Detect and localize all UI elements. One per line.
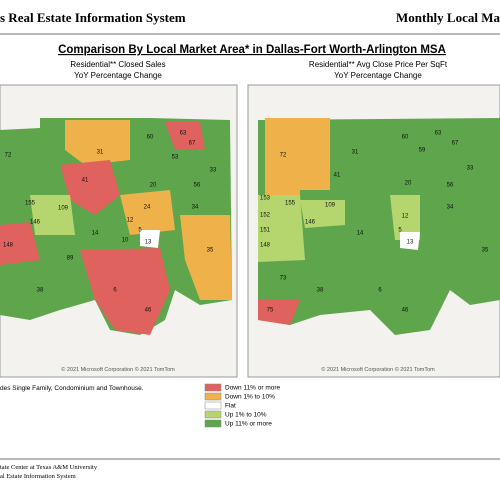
area-label: 12	[127, 218, 134, 224]
region	[65, 120, 130, 165]
area-label: 20	[405, 181, 412, 187]
map-title: Residential** Closed Sales	[70, 60, 165, 69]
area-label: 53	[172, 155, 179, 161]
area-label: 38	[37, 288, 44, 294]
page-title: Comparison By Local Market Area* in Dall…	[58, 44, 446, 56]
region	[80, 248, 170, 335]
area-label: 148	[260, 243, 271, 249]
area-label: 33	[467, 166, 474, 172]
area-label: 13	[145, 240, 152, 246]
legend-label: Down 11% or more	[225, 385, 281, 392]
area-label: 152	[260, 213, 271, 219]
area-label: 60	[402, 135, 409, 141]
region	[165, 122, 205, 150]
region	[300, 200, 345, 228]
region	[0, 118, 232, 335]
area-label: 31	[97, 150, 104, 156]
legend-label: Down 1% to 10%	[225, 394, 275, 401]
area-label: 34	[192, 205, 199, 211]
map-title: Residential** Avg Close Price Per SqFt	[309, 60, 448, 69]
area-label: 41	[334, 173, 341, 179]
area-label: 73	[280, 276, 287, 282]
header-left: s Real Estate Information System	[0, 10, 186, 25]
area-label: 148	[3, 243, 14, 249]
footer-line: tate Center at Texas A&M University	[0, 464, 98, 471]
legend-swatch	[204, 419, 222, 428]
area-label: 56	[447, 183, 454, 189]
legend: Down 11% or more Down 1% to 10% Flat Up 1% …	[204, 383, 281, 428]
area-label: 14	[357, 231, 364, 237]
area-label: 67	[189, 141, 196, 147]
region	[258, 195, 305, 262]
area-label: 151	[260, 228, 271, 234]
area-label: 14	[92, 231, 99, 237]
area-label: 155	[25, 201, 36, 207]
footnote: des Single Family, Condominium and Townh…	[0, 385, 144, 392]
area-label: 72	[5, 153, 12, 159]
legend-swatch	[204, 383, 222, 392]
legend-swatch	[204, 401, 222, 410]
area-label: 72	[280, 153, 287, 159]
map-title: YoY Percentage Change	[74, 71, 162, 80]
area-label: 75	[267, 308, 274, 314]
region	[120, 190, 175, 235]
area-label: 146	[305, 220, 316, 226]
legend-swatch	[204, 392, 222, 401]
area-label: 33	[210, 168, 217, 174]
area-label: 155	[285, 201, 296, 207]
area-label: 24	[144, 205, 151, 211]
map-copyright: © 2021 Microsoft Corporation © 2021 TomT…	[321, 366, 435, 373]
area-label: 38	[317, 288, 324, 294]
area-label: 41	[82, 178, 89, 184]
area-label: 63	[435, 131, 442, 137]
region	[180, 215, 232, 300]
area-label: 153	[260, 196, 271, 202]
area-label: 146	[30, 220, 41, 226]
legend-label: Flat	[225, 403, 236, 410]
area-label: 20	[150, 183, 157, 189]
legend-label: Up 1% to 10%	[225, 412, 267, 419]
map-left	[0, 84, 238, 378]
area-label: 6	[378, 288, 382, 294]
area-label: 67	[452, 141, 459, 147]
area-label: 46	[145, 308, 152, 314]
area-label: 63	[180, 131, 187, 137]
area-label: 60	[147, 135, 154, 141]
area-label: 35	[207, 248, 214, 254]
area-label: 56	[194, 183, 201, 189]
region	[258, 300, 300, 325]
area-label: 46	[402, 308, 409, 314]
area-label: 59	[419, 148, 426, 154]
region	[140, 230, 160, 248]
area-label: 35	[482, 248, 489, 254]
area-label: 109	[325, 203, 336, 209]
area-label: 13	[407, 240, 414, 246]
map-copyright: © 2021 Microsoft Corporation © 2021 TomT…	[61, 366, 175, 373]
region	[30, 195, 75, 235]
area-label: 12	[402, 214, 409, 220]
region	[0, 222, 40, 265]
area-label: 89	[67, 256, 74, 262]
region	[400, 232, 420, 250]
map-right	[247, 84, 500, 378]
area-label: 6	[113, 288, 117, 294]
area-label: 5	[398, 228, 402, 234]
legend-label: Up 11% or more	[225, 421, 272, 428]
area-label: 31	[352, 150, 359, 156]
area-label: 5	[138, 228, 142, 234]
map-title: YoY Percentage Change	[334, 71, 422, 80]
area-label: 34	[447, 205, 454, 211]
header-right: Monthly Local Ma	[396, 10, 500, 25]
region	[60, 160, 120, 215]
region	[265, 118, 330, 200]
footer-line: al Estate Information System	[0, 473, 76, 480]
area-label: 10	[122, 238, 129, 244]
area-label: 109	[58, 206, 69, 212]
legend-swatch	[204, 410, 222, 419]
region	[390, 195, 420, 240]
